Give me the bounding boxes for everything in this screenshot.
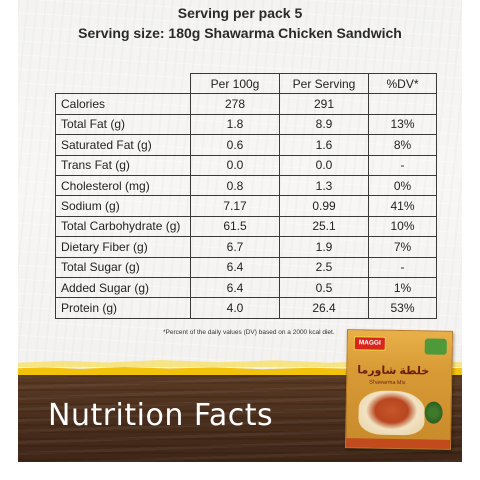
nutrient-label: Protein (g) bbox=[55, 297, 191, 319]
value-per-serving: 1.6 bbox=[279, 134, 369, 156]
value-per-serving: 26.4 bbox=[279, 297, 369, 319]
nutrient-label: Sodium (g) bbox=[55, 195, 191, 217]
value-per-100g: 0.8 bbox=[190, 174, 280, 197]
table-row: Added Sugar (g) 6.4 0.5 1% bbox=[55, 276, 437, 299]
pack-badge bbox=[424, 338, 447, 355]
table-row: Total Sugar (g) 6.4 2.5- bbox=[55, 256, 437, 278]
dv-footnote: *Percent of the daily values (DV) based … bbox=[163, 329, 335, 336]
value-dv bbox=[368, 93, 437, 115]
value-per-100g: 6.4 bbox=[190, 276, 280, 299]
header-per-100g: Per 100g bbox=[190, 72, 280, 95]
table-header-row: Per 100g Per Serving %DV* bbox=[55, 72, 437, 95]
value-per-serving: 0.0 bbox=[279, 154, 369, 176]
nutrient-label: Total Sugar (g) bbox=[55, 256, 191, 278]
table-row: Calories 278 291 bbox=[55, 93, 437, 115]
value-dv: 13% bbox=[368, 113, 437, 136]
value-per-serving: 0.99 bbox=[279, 195, 369, 217]
nutrition-table: Per 100g Per Serving %DV* Calories 278 291… bbox=[55, 72, 437, 319]
nutrient-label: Calories bbox=[55, 93, 191, 115]
table-row: Total Carbohydrate (g) 61.5 25.1 10% bbox=[55, 215, 437, 238]
header-blank bbox=[55, 73, 191, 95]
header-dv: %DV* bbox=[368, 72, 437, 95]
herbs-illustration bbox=[424, 401, 443, 424]
value-per-100g: 61.5 bbox=[190, 215, 280, 238]
value-per-serving: 0.5 bbox=[279, 276, 369, 299]
value-per-serving: 1.9 bbox=[279, 236, 369, 258]
header-per-serving: Per Serving bbox=[279, 72, 369, 95]
value-per-100g: 4.0 bbox=[190, 297, 280, 319]
table-row: Saturated Fat (g) 0.6 1.6 8% bbox=[55, 134, 437, 156]
value-per-serving: 8.9 bbox=[279, 113, 369, 136]
table-row: Total Fat (g) 1.8 8.9 13% bbox=[55, 113, 437, 136]
value-dv: 8% bbox=[368, 134, 437, 156]
value-per-100g: 6.7 bbox=[190, 236, 280, 258]
value-per-serving: 1.3 bbox=[279, 174, 369, 197]
value-dv: 0% bbox=[368, 174, 437, 197]
value-per-100g: 7.17 bbox=[190, 195, 280, 217]
nutrient-label: Cholesterol (mg) bbox=[55, 174, 191, 197]
serving-per-pack: Serving per pack 5 bbox=[177, 5, 303, 21]
product-name-english: Shawarma Mix bbox=[369, 379, 406, 387]
nutrition-panel: Serving per pack 5 Serving size: 180g Sh… bbox=[18, 0, 462, 462]
nutrient-label: Saturated Fat (g) bbox=[55, 134, 191, 156]
sandwich-illustration bbox=[358, 390, 425, 436]
value-dv: 53% bbox=[368, 297, 437, 319]
banner-title: Nutrition Facts bbox=[48, 398, 274, 433]
table-row: Protein (g) 4.0 26.4 53% bbox=[55, 297, 437, 319]
table-row: Cholesterol (mg) 0.8 1.3 0% bbox=[55, 174, 437, 197]
nutrient-label: Dietary Fiber (g) bbox=[55, 236, 191, 258]
product-name-arabic: خلطة شاورما bbox=[357, 364, 430, 378]
value-dv: 7% bbox=[368, 236, 437, 258]
value-per-100g: 6.4 bbox=[190, 256, 280, 278]
value-per-serving: 25.1 bbox=[279, 215, 369, 238]
nutrient-label: Added Sugar (g) bbox=[55, 276, 191, 299]
table-row: Dietary Fiber (g) 6.7 1.9 7% bbox=[55, 236, 437, 258]
serving-size: Serving size: 180g Shawarma Chicken Sand… bbox=[78, 25, 402, 41]
pack-bottom-strip bbox=[345, 438, 451, 449]
value-dv: 1% bbox=[368, 276, 437, 299]
brand-logo: MAGGI bbox=[353, 336, 386, 351]
value-per-100g: 0.0 bbox=[190, 154, 280, 176]
value-per-100g: 278 bbox=[190, 93, 280, 115]
yellow-splash-highlight bbox=[18, 360, 462, 367]
value-dv: - bbox=[368, 256, 437, 278]
nutrient-label: Total Carbohydrate (g) bbox=[55, 215, 191, 238]
value-dv: 10% bbox=[368, 215, 437, 238]
value-per-serving: 291 bbox=[279, 93, 369, 115]
nutrient-label: Trans Fat (g) bbox=[55, 154, 191, 176]
value-dv: 41% bbox=[368, 195, 437, 217]
value-per-serving: 2.5 bbox=[279, 256, 369, 278]
value-per-100g: 0.6 bbox=[190, 134, 280, 156]
value-per-100g: 1.8 bbox=[190, 113, 280, 136]
product-pack-image: MAGGI خلطة شاورما Shawarma Mix bbox=[344, 329, 454, 450]
table-row: Sodium (g) 7.17 0.99 41% bbox=[55, 195, 437, 217]
table-row: Trans Fat (g) 0.0 0.0- bbox=[55, 154, 437, 176]
nutrient-label: Total Fat (g) bbox=[55, 113, 191, 136]
value-dv: - bbox=[368, 154, 437, 176]
